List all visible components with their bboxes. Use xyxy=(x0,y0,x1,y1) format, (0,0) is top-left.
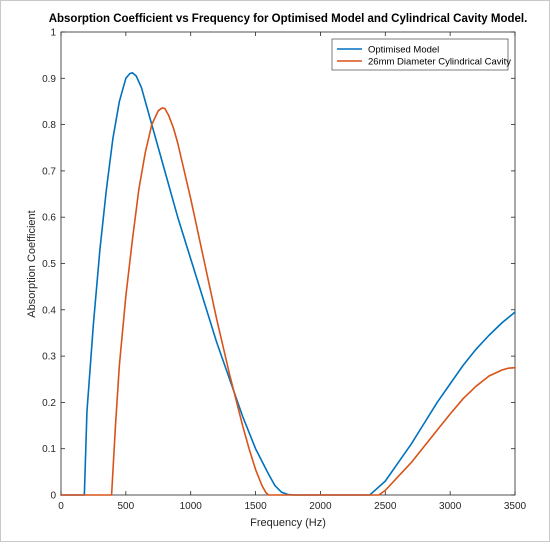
y-tick-label: 0.5 xyxy=(42,259,56,270)
y-tick-label: 0.4 xyxy=(42,305,56,316)
y-tick-label: 1 xyxy=(50,28,56,39)
y-tick-label: 0.7 xyxy=(42,166,56,177)
y-tick-label: 0.3 xyxy=(42,352,56,363)
y-tick-label: 0.9 xyxy=(42,74,56,85)
x-tick-label: 2500 xyxy=(374,501,397,512)
x-tick-label: 3500 xyxy=(504,501,527,512)
plot-area: 0 500 1000 1500 2000 2500 3000 3500 0 0.1 0.2 0.3 0.… xyxy=(42,28,526,513)
y-tick-label: 0.2 xyxy=(42,398,56,409)
chart-title: Absorption Coefficient vs Frequency for … xyxy=(49,13,528,25)
y-tick-label: 0 xyxy=(50,491,56,502)
legend-entry-2: 26mm Diameter Cylindrical Cavity xyxy=(368,56,511,67)
y-tick-label: 0.1 xyxy=(42,444,56,455)
series-line-2 xyxy=(60,107,516,496)
x-tick-label: 1000 xyxy=(180,501,203,512)
x-tick-label: 0 xyxy=(58,501,64,512)
series-line-1 xyxy=(60,71,516,496)
x-tick-label: 3000 xyxy=(439,501,462,512)
y-tick-label: 0.8 xyxy=(42,120,56,131)
y-tick-label: 0.6 xyxy=(42,213,56,224)
x-tick-label: 2000 xyxy=(309,501,332,512)
legend-entry-1: Optimised Model xyxy=(368,44,439,55)
x-axis-label: Frequency (Hz) xyxy=(250,517,326,529)
x-tick-label: 1500 xyxy=(244,501,267,512)
x-tick-label: 500 xyxy=(118,501,135,512)
legend-box xyxy=(331,38,509,71)
y-axis-label: Absorption Coefficient xyxy=(26,210,38,317)
